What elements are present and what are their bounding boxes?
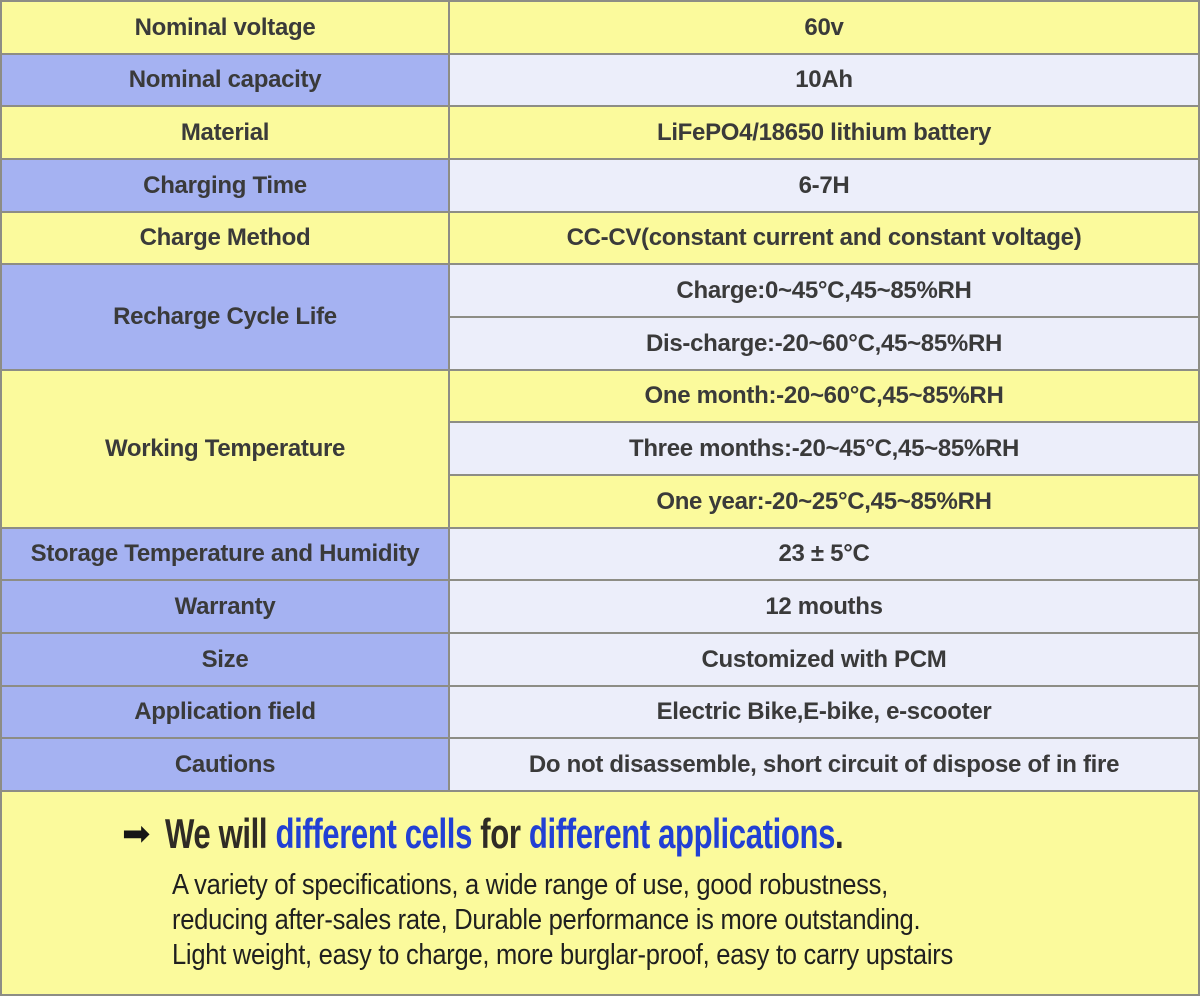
spec-value-charging-time: 6-7H — [450, 160, 1198, 211]
spec-value-three-months: Three months:-20~45°C,45~85%RH — [450, 423, 1198, 474]
footer-note: ➡ We will different cells for different … — [2, 790, 1198, 992]
heading-segment: for — [471, 810, 529, 857]
footer-heading: We will different cells for different ap… — [164, 810, 844, 858]
footer-line: reducing after-sales rate, Durable perfo… — [172, 904, 921, 936]
spec-label-storage-temperature: Storage Temperature and Humidity — [2, 528, 448, 580]
spec-value-material: LiFePO4/18650 lithium battery — [450, 107, 1198, 158]
spec-label-charge-method: Charge Method — [2, 212, 448, 264]
spec-table: Nominal voltage 60v Nominal capacity 10A… — [2, 2, 1198, 790]
spec-label-warranty: Warranty — [2, 581, 448, 632]
spec-label-material: Material — [2, 107, 448, 158]
spec-value-application-field: Electric Bike,E-bike, e-scooter — [450, 686, 1198, 738]
footer-line: A variety of specifications, a wide rang… — [172, 869, 889, 901]
spec-value-cautions: Do not disassemble, short circuit of dis… — [450, 739, 1198, 790]
spec-label-recharge-cycle-life: Recharge Cycle Life — [2, 265, 448, 369]
spec-label-charging-time: Charging Time — [2, 160, 448, 211]
spec-label-working-temperature: Working Temperature — [2, 370, 448, 527]
heading-segment: We will — [164, 810, 275, 857]
spec-label-size: Size — [2, 634, 448, 685]
spec-label-cautions: Cautions — [2, 739, 448, 790]
spec-value-one-month: One month:-20~60°C,45~85%RH — [450, 370, 1198, 422]
spec-label-nominal-capacity: Nominal capacity — [2, 54, 448, 106]
spec-value-charge-condition: Charge:0~45°C,45~85%RH — [450, 265, 1198, 316]
spec-value-nominal-voltage: 60v — [450, 2, 1198, 53]
heading-segment-highlight: different applications — [528, 810, 835, 857]
spec-value-storage-temperature: 23 ± 5°C — [450, 528, 1198, 580]
spec-value-discharge-condition: Dis-charge:-20~60°C,45~85%RH — [450, 318, 1198, 369]
footer-line: Light weight, easy to charge, more burgl… — [172, 939, 953, 971]
spec-value-nominal-capacity: 10Ah — [450, 54, 1198, 106]
footer-heading-row: ➡ We will different cells for different … — [122, 808, 1198, 860]
spec-value-size: Customized with PCM — [450, 634, 1198, 685]
spec-value-one-year: One year:-20~25°C,45~85%RH — [450, 476, 1198, 527]
spec-label-nominal-voltage: Nominal voltage — [2, 2, 448, 53]
spec-label-application-field: Application field — [2, 686, 448, 738]
footer-body: A variety of specifications, a wide rang… — [172, 868, 1198, 973]
heading-segment-highlight: different cells — [274, 810, 472, 857]
spec-value-charge-method: CC-CV(constant current and constant volt… — [450, 212, 1198, 264]
right-arrow-icon: ➡ — [122, 815, 151, 853]
heading-segment: . — [834, 810, 844, 857]
spec-value-warranty: 12 mouths — [450, 581, 1198, 632]
